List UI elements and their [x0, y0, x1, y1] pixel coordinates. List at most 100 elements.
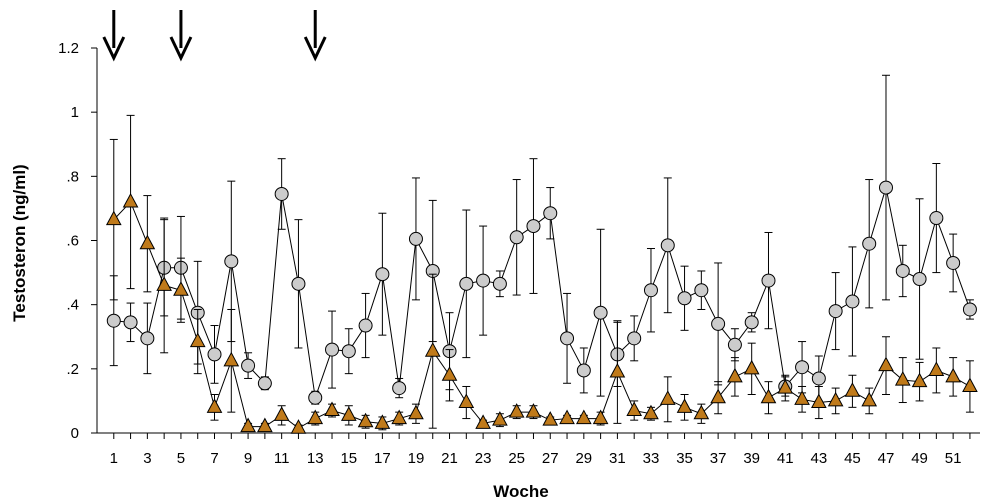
- data-point-circle: [543, 206, 558, 221]
- data-point-triangle: [861, 391, 878, 407]
- y-axis: 0 .2 .4 .6 .8 1 1.2: [58, 40, 98, 442]
- y-axis-title: Testosteron (ng/ml): [10, 164, 29, 321]
- data-point-triangle: [273, 406, 290, 421]
- arrow-head: [169, 36, 193, 62]
- data-point-triangle: [340, 406, 357, 421]
- arrow-head: [102, 36, 126, 62]
- data-point-triangle: [777, 379, 794, 394]
- data-point-triangle: [844, 382, 861, 397]
- data-point-triangle: [374, 414, 391, 429]
- data-point-triangle: [408, 404, 424, 420]
- x-tick-label: 29: [575, 450, 592, 467]
- plot-area: [105, 74, 978, 434]
- data-point-circle: [593, 305, 608, 320]
- data-point-triangle: [156, 276, 172, 291]
- data-point-circle: [392, 381, 407, 396]
- data-point-circle: [643, 283, 658, 298]
- data-point-circle: [912, 272, 927, 286]
- data-point-triangle: [508, 403, 525, 418]
- x-tick-label: 51: [945, 450, 962, 467]
- data-point-triangle: [240, 417, 256, 433]
- data-point-triangle: [559, 409, 575, 425]
- data-point-circle: [325, 342, 340, 357]
- down-arrow-icon: [169, 10, 193, 62]
- data-point-triangle: [592, 409, 609, 425]
- data-point-triangle: [357, 412, 374, 428]
- data-point-triangle: [794, 390, 810, 405]
- data-point-triangle: [173, 281, 189, 296]
- data-point-triangle: [743, 359, 760, 375]
- x-tick-label: 23: [475, 450, 492, 467]
- x-axis-title: Woche: [493, 482, 548, 501]
- data-point-triangle: [122, 192, 139, 208]
- data-point-circle: [862, 236, 877, 251]
- data-point-circle: [257, 376, 272, 391]
- x-tick-label: 41: [777, 450, 794, 467]
- x-tick-label: 33: [643, 450, 660, 467]
- y-tick-label: 0: [71, 425, 79, 442]
- x-tick-label: 35: [676, 450, 693, 467]
- data-point-circle: [341, 344, 356, 359]
- data-point-circle: [711, 316, 726, 331]
- data-point-triangle: [105, 210, 122, 226]
- x-tick-label: 37: [710, 450, 727, 467]
- y-tick-label: 1: [71, 104, 79, 121]
- data-point-circle: [560, 331, 575, 346]
- data-point-triangle: [878, 356, 894, 372]
- data-point-circle: [308, 390, 323, 405]
- data-point-triangle: [609, 362, 626, 378]
- data-point-triangle: [189, 332, 206, 348]
- data-point-circle: [408, 231, 423, 246]
- data-point-circle: [123, 315, 138, 330]
- x-tick-label: 31: [609, 450, 626, 467]
- data-point-circle: [895, 263, 910, 278]
- data-point-triangle: [542, 411, 559, 426]
- x-tick-label: 43: [811, 450, 828, 467]
- data-point-triangle: [811, 393, 827, 409]
- x-tick-label: 9: [244, 450, 252, 467]
- data-point-triangle: [257, 417, 273, 433]
- data-point-circle: [878, 180, 893, 195]
- x-tick-label: 13: [307, 450, 324, 467]
- y-tick-label: .4: [66, 297, 79, 314]
- data-point-circle: [845, 294, 860, 309]
- data-point-triangle: [693, 404, 710, 420]
- down-arrow-icon: [303, 10, 327, 62]
- y-tick-label: .8: [66, 168, 79, 185]
- data-point-circle: [811, 371, 826, 386]
- data-point-triangle: [424, 342, 441, 357]
- data-point-triangle: [324, 401, 340, 417]
- data-point-circle: [761, 273, 776, 288]
- x-tick-label: 3: [143, 450, 151, 467]
- data-point-circle: [459, 276, 474, 291]
- data-point-triangle: [643, 404, 659, 420]
- data-point-circle: [291, 276, 306, 291]
- x-tick-label: 5: [177, 450, 185, 467]
- data-point-triangle: [911, 372, 928, 388]
- data-point-triangle: [475, 414, 491, 429]
- data-point-circle: [727, 337, 742, 352]
- x-tick-label: 21: [441, 450, 458, 467]
- data-point-circle: [962, 302, 977, 317]
- data-point-triangle: [659, 390, 676, 405]
- data-point-circle: [929, 211, 944, 226]
- data-point-triangle: [928, 361, 945, 376]
- data-point-triangle: [575, 409, 592, 425]
- x-tick-label: 19: [408, 450, 425, 467]
- x-axis: 1 3 5 7 9 11 13 15 17 19 21 23 25 27 29 31 33 35 37 39 41 43 4…: [97, 432, 980, 467]
- data-point-triangle: [710, 388, 726, 404]
- x-tick-label: 25: [508, 450, 525, 467]
- data-point-triangle: [458, 393, 475, 409]
- data-point-circle: [274, 186, 289, 201]
- data-point-triangle: [827, 391, 844, 407]
- data-point-circle: [660, 238, 675, 253]
- data-point-circle: [375, 267, 390, 282]
- data-point-triangle: [290, 419, 307, 434]
- data-point-circle: [677, 291, 692, 306]
- x-tick-label: 15: [340, 450, 357, 467]
- data-point-triangle: [760, 388, 777, 404]
- data-point-circle: [694, 283, 709, 298]
- data-point-triangle: [525, 403, 542, 418]
- x-tick-label: 17: [374, 450, 391, 467]
